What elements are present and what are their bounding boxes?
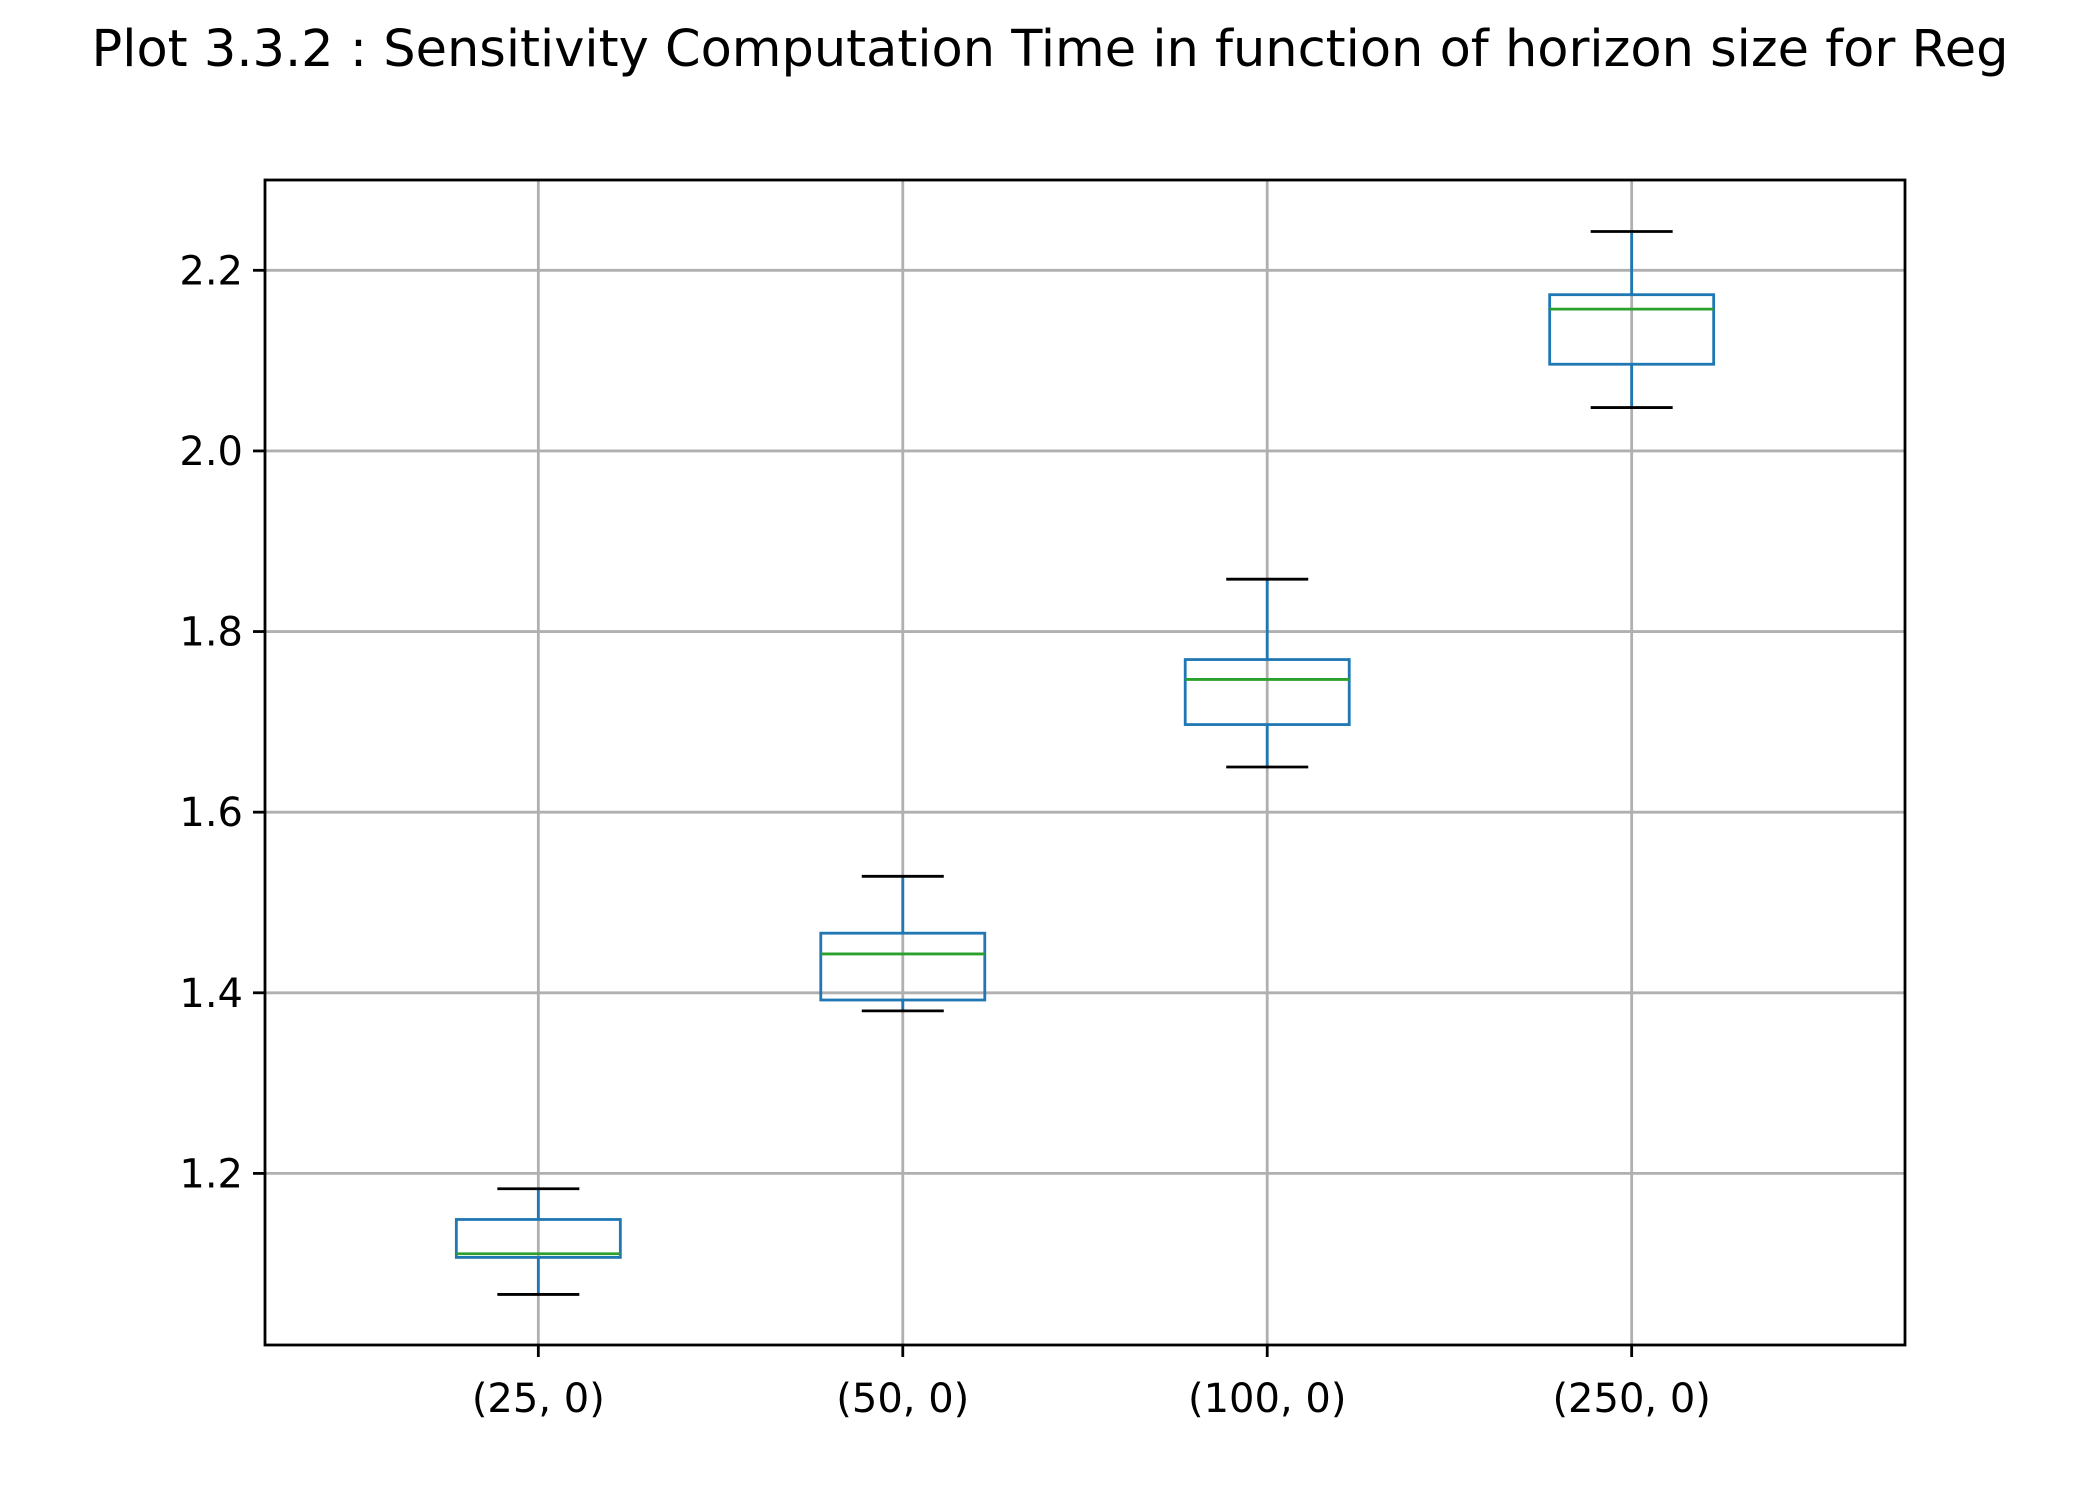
y-tick-label: 1.4 (179, 971, 243, 1017)
iqr-box (1183, 658, 1351, 726)
box-2 (1183, 577, 1351, 769)
y-tick-label: 1.8 (179, 610, 243, 656)
box-1 (819, 874, 987, 1013)
iqr-box (1548, 293, 1716, 366)
axis-ticks: 1.2 1.4 1.6 1.8 2.0 2.2 (25, 0) (50, 0) (100, 0)… (179, 248, 1711, 1422)
x-tick-label: (250, 0) (1552, 1376, 1710, 1422)
x-tick-label: (25, 0) (472, 1376, 605, 1422)
iqr-box (454, 1218, 622, 1259)
box-3 (1548, 230, 1716, 409)
x-tick-label: (50, 0) (836, 1376, 969, 1422)
x-tick-label: (100, 0) (1188, 1376, 1346, 1422)
y-tick-label: 1.6 (179, 790, 243, 836)
y-tick-label: 1.2 (179, 1151, 243, 1197)
chart-title: Plot 3.3.2 : Sensitivity Computation Tim… (92, 20, 2009, 79)
box-plots (454, 230, 1716, 1296)
y-tick-label: 2.0 (179, 429, 243, 475)
box-0 (454, 1187, 622, 1296)
axes-frame (263, 178, 1907, 1347)
y-tick-label: 2.2 (179, 248, 243, 294)
iqr-box (819, 931, 987, 1002)
